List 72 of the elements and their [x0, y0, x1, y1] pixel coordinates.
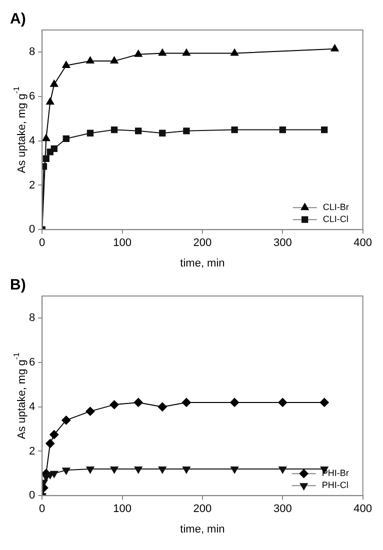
- point: [135, 128, 142, 134]
- x-tick-label: 100: [113, 503, 132, 516]
- point: [230, 466, 239, 474]
- x-tick-label: 0: [39, 237, 46, 250]
- point: [182, 466, 190, 474]
- y-tick-label: 0: [28, 490, 36, 502]
- x-tick-label: 300: [273, 503, 292, 516]
- y-tick-label: 6: [28, 90, 36, 103]
- point: [62, 416, 71, 425]
- point: [46, 98, 54, 105]
- point: [86, 466, 94, 474]
- y-tick-label: 8: [28, 312, 36, 324]
- point: [183, 128, 190, 134]
- point: [110, 400, 119, 410]
- x-axis-title: time, min: [180, 523, 225, 536]
- point: [62, 468, 70, 475]
- point: [86, 130, 94, 136]
- y-tick-label: 4: [28, 400, 36, 413]
- y-tick-label: 0: [28, 224, 36, 236]
- point: [182, 48, 190, 56]
- x-tick-label: 200: [193, 503, 212, 516]
- point: [134, 50, 142, 57]
- point: [42, 163, 48, 170]
- y-tick-label: 2: [28, 179, 36, 192]
- point: [86, 56, 94, 64]
- point: [134, 398, 143, 407]
- x-axis-title: time, min: [180, 257, 225, 270]
- point: [230, 398, 240, 407]
- point: [321, 126, 328, 134]
- point: [46, 438, 55, 448]
- point: [230, 48, 239, 56]
- x-tick-label: 400: [354, 503, 372, 516]
- point: [50, 145, 58, 152]
- legend-label: PHI-Cl: [322, 480, 348, 490]
- x-tick-label: 100: [113, 237, 132, 250]
- point: [159, 130, 166, 136]
- point: [279, 126, 286, 134]
- point: [134, 466, 142, 474]
- point: [278, 398, 288, 407]
- y-tick-label: 4: [28, 134, 36, 147]
- y-tick-label: 8: [28, 46, 36, 58]
- point: [330, 44, 339, 52]
- y-tick-label: 2: [28, 445, 36, 458]
- point: [320, 398, 329, 407]
- legend-label: CLI-Br: [322, 202, 349, 212]
- point: [42, 155, 50, 162]
- y-tick-label: 6: [28, 356, 36, 369]
- point: [86, 406, 95, 416]
- point: [182, 398, 191, 407]
- point: [50, 430, 59, 440]
- point: [158, 402, 167, 412]
- point: [231, 126, 238, 134]
- point: [110, 56, 118, 64]
- x-tick-label: 200: [193, 237, 212, 250]
- point: [110, 466, 118, 474]
- point: [62, 60, 70, 68]
- chart-title: B): [10, 276, 26, 294]
- point: [50, 80, 58, 87]
- y-axis-title: As uptake, mg g-1: [12, 86, 28, 174]
- point: [50, 470, 58, 478]
- x-tick-label: 400: [354, 237, 372, 250]
- point: [158, 48, 166, 56]
- x-tick-label: 0: [39, 503, 46, 516]
- point: [42, 134, 50, 142]
- point: [278, 466, 287, 474]
- x-tick-label: 300: [273, 237, 292, 250]
- legend-label: CLI-Cl: [322, 214, 348, 224]
- point: [62, 135, 70, 142]
- chart-title: A): [10, 10, 26, 28]
- point: [158, 466, 166, 474]
- point: [110, 126, 118, 134]
- y-axis-title: As uptake, mg g-1: [12, 352, 28, 440]
